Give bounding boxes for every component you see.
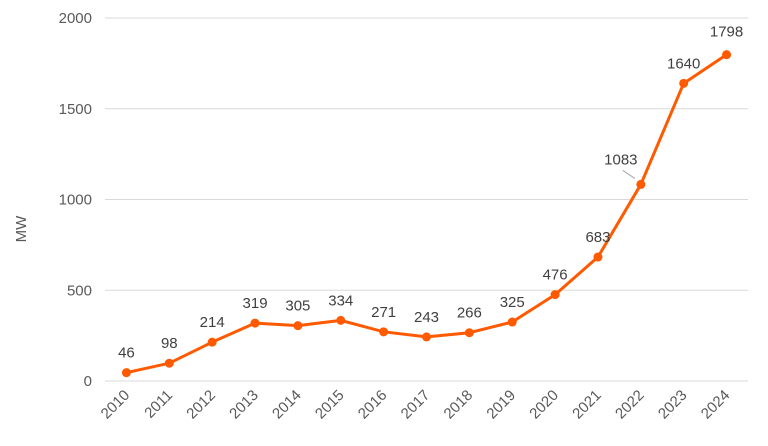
x-tick-label-2023: 2023 bbox=[655, 387, 691, 423]
data-label-2011: 98 bbox=[161, 335, 178, 352]
data-labels: 46 98 214 319 305 334 271 243 266 325 476 683 1083 16… bbox=[118, 24, 743, 362]
x-tick-label-2014: 2014 bbox=[269, 387, 305, 423]
y-tick-label-0: 0 bbox=[84, 373, 92, 390]
data-point-2022 bbox=[636, 179, 646, 189]
data-point-2016 bbox=[379, 327, 389, 337]
x-axis-ticks: 2010 2011 2012 2013 2014 2015 2016 2017 2018 2019… bbox=[98, 387, 734, 423]
data-label-2021: 683 bbox=[585, 229, 610, 246]
x-tick-label-2020: 2020 bbox=[526, 387, 562, 423]
data-point-2011 bbox=[164, 358, 174, 368]
data-label-2014: 305 bbox=[285, 298, 310, 315]
data-label-2024: 1798 bbox=[710, 24, 743, 41]
data-label-2016: 271 bbox=[371, 304, 396, 321]
series-line bbox=[121, 50, 732, 378]
x-tick-label-2017: 2017 bbox=[398, 387, 434, 423]
data-label-2010: 46 bbox=[118, 345, 135, 362]
gridlines bbox=[105, 17, 748, 382]
y-tick-label-500: 500 bbox=[67, 282, 92, 299]
data-point-2015 bbox=[336, 315, 346, 325]
x-tick-label-2022: 2022 bbox=[612, 387, 648, 423]
data-label-2012: 214 bbox=[200, 314, 225, 331]
x-tick-label-2018: 2018 bbox=[441, 387, 477, 423]
x-tick-label-2013: 2013 bbox=[226, 387, 262, 423]
x-tick-label-2015: 2015 bbox=[312, 387, 348, 423]
data-point-2014 bbox=[293, 321, 303, 331]
data-label-2020: 476 bbox=[543, 267, 568, 284]
data-label-2018: 266 bbox=[457, 305, 482, 322]
data-point-2023 bbox=[679, 78, 689, 88]
x-tick-label-2021: 2021 bbox=[569, 387, 605, 423]
x-tick-label-2019: 2019 bbox=[483, 387, 519, 423]
x-tick-label-2012: 2012 bbox=[183, 387, 219, 423]
y-axis-label: MW bbox=[13, 215, 30, 242]
data-point-2017 bbox=[422, 332, 431, 342]
data-point-2021 bbox=[593, 252, 603, 262]
x-tick-label-2016: 2016 bbox=[355, 387, 391, 423]
x-tick-label-2011: 2011 bbox=[141, 387, 176, 422]
data-point-2010 bbox=[121, 368, 131, 378]
x-tick-label-2024: 2024 bbox=[698, 387, 734, 423]
data-point-2018 bbox=[464, 328, 474, 338]
data-point-2020 bbox=[550, 290, 560, 300]
y-tick-label-2000: 2000 bbox=[59, 10, 92, 27]
data-label-2013: 319 bbox=[243, 295, 268, 312]
y-tick-label-1500: 1500 bbox=[59, 101, 92, 118]
data-point-2024 bbox=[722, 50, 732, 60]
data-point-2013 bbox=[250, 318, 260, 328]
data-point-2012 bbox=[207, 337, 217, 347]
data-label-2019: 325 bbox=[500, 294, 525, 311]
data-label-leader-2022 bbox=[622, 170, 636, 179]
y-tick-label-1000: 1000 bbox=[59, 192, 92, 209]
data-label-2015: 334 bbox=[328, 292, 353, 309]
x-tick-label-2010: 2010 bbox=[98, 387, 134, 423]
y-axis-ticks: 0 500 1000 1500 2000 bbox=[59, 10, 92, 390]
data-label-2017: 243 bbox=[414, 309, 439, 326]
data-point-2019 bbox=[507, 317, 517, 327]
data-label-2023: 1640 bbox=[667, 55, 700, 72]
data-label-2022: 1083 bbox=[604, 151, 637, 168]
